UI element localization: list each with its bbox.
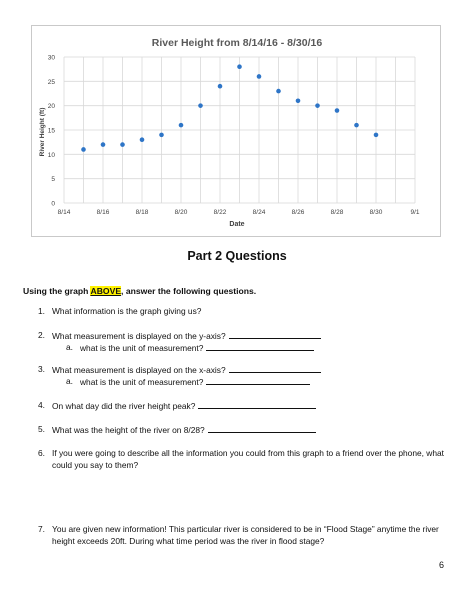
question-text: What information is the graph giving us?	[52, 306, 202, 316]
data-point	[256, 74, 262, 79]
x-tick-label: 8/26	[292, 209, 305, 216]
answer-blank[interactable]	[228, 330, 321, 339]
question-text: You are given new information! This part…	[52, 524, 439, 546]
x-tick-label: 8/24	[253, 209, 266, 216]
x-tick-label: 8/22	[214, 209, 227, 216]
data-point	[276, 88, 281, 94]
x-tick-label: 8/28	[331, 209, 344, 216]
question-7: 7. You are given new information! This p…	[38, 524, 448, 550]
answer-blank[interactable]	[198, 400, 317, 409]
instructions-after: , answer the following questions.	[121, 286, 257, 296]
instructions-before: Using the graph	[23, 286, 91, 296]
question-number: a.	[66, 376, 73, 386]
question-number: 1.	[38, 306, 45, 316]
y-tick-label: 0	[51, 201, 55, 208]
chart-grid	[63, 56, 416, 204]
page-number: 6	[438, 560, 444, 570]
question-6: 6. If you were going to describe all the…	[38, 448, 448, 474]
y-tick-label: 30	[48, 55, 56, 62]
x-tick-label: 9/1	[410, 209, 419, 216]
y-tick-label: 15	[48, 128, 56, 135]
question-text: What was the height of the river on 8/28…	[52, 425, 205, 435]
question-number: 2.	[38, 330, 45, 340]
answer-blank[interactable]	[207, 424, 316, 433]
y-axis-label: River Height (ft)	[39, 108, 46, 157]
question-text: what is the unit of measurement?	[80, 343, 204, 353]
x-tick-label: 8/14	[58, 209, 71, 216]
x-tick-label: 8/16	[97, 209, 110, 216]
data-point	[120, 142, 125, 147]
data-point	[217, 83, 223, 89]
y-tick-label: 25	[48, 79, 56, 86]
data-point	[354, 122, 359, 128]
data-point	[178, 122, 184, 128]
question-line: On what day did the river height peak?	[52, 400, 317, 413]
data-points	[81, 64, 379, 152]
x-tick-labels: 8/14 8/16 8/18 8/20 8/22 8/24 8/26 8/28 8/30 9/1	[58, 209, 420, 216]
answer-blank[interactable]	[206, 342, 315, 351]
data-point	[315, 103, 320, 108]
question-line: What was the height of the river on 8/28…	[52, 424, 316, 437]
question-text: What measurement is displayed on the y-a…	[52, 331, 226, 341]
x-tick-label: 8/30	[370, 209, 383, 216]
question-text: On what day did the river height peak?	[52, 401, 196, 411]
question-line: What measurement is displayed on the y-a…	[52, 330, 321, 343]
x-tick-label: 8/20	[175, 209, 188, 216]
question-number: 4.	[38, 400, 45, 410]
question-line: what is the unit of measurement?	[80, 376, 311, 387]
data-point	[100, 142, 106, 147]
data-point	[81, 147, 86, 152]
data-point	[159, 132, 164, 138]
question-number: a.	[66, 342, 73, 352]
section-title: Part 2 Questions	[187, 249, 287, 263]
data-point	[139, 137, 145, 143]
x-axis-label: Date	[229, 221, 244, 228]
y-tick-labels: 0 5 10 15 20 25 30	[48, 55, 56, 208]
y-tick-label: 5	[51, 176, 55, 183]
question-number: 6.	[38, 448, 45, 458]
question-text: what is the unit of measurement?	[80, 377, 204, 387]
y-tick-label: 10	[48, 152, 56, 159]
river-height-chart: River Height from 8/14/16 - 8/30/16 0 5 10…	[31, 25, 441, 237]
x-tick-label: 8/18	[136, 209, 149, 216]
instructions: Using the graph ABOVE, answer the follow…	[23, 286, 256, 296]
data-point	[373, 132, 379, 138]
data-point	[334, 108, 340, 113]
question-number: 3.	[38, 364, 45, 374]
data-point	[237, 64, 242, 70]
question-text: If you were going to describe all the in…	[52, 448, 444, 470]
data-point	[198, 103, 203, 108]
data-point	[295, 98, 301, 104]
question-number: 7.	[38, 524, 45, 534]
y-tick-label: 20	[48, 103, 56, 110]
instructions-highlight: ABOVE	[90, 286, 122, 296]
answer-blank[interactable]	[206, 376, 311, 385]
question-text: What measurement is displayed on the x-a…	[52, 365, 226, 375]
chart-title: River Height from 8/14/16 - 8/30/16	[152, 37, 323, 49]
answer-blank[interactable]	[228, 364, 321, 373]
chart-svg: River Height from 8/14/16 - 8/30/16 0 5 10…	[39, 37, 420, 228]
question-line: What measurement is displayed on the x-a…	[52, 364, 321, 377]
question-line: what is the unit of measurement?	[80, 342, 315, 353]
question-number: 5.	[38, 424, 45, 434]
